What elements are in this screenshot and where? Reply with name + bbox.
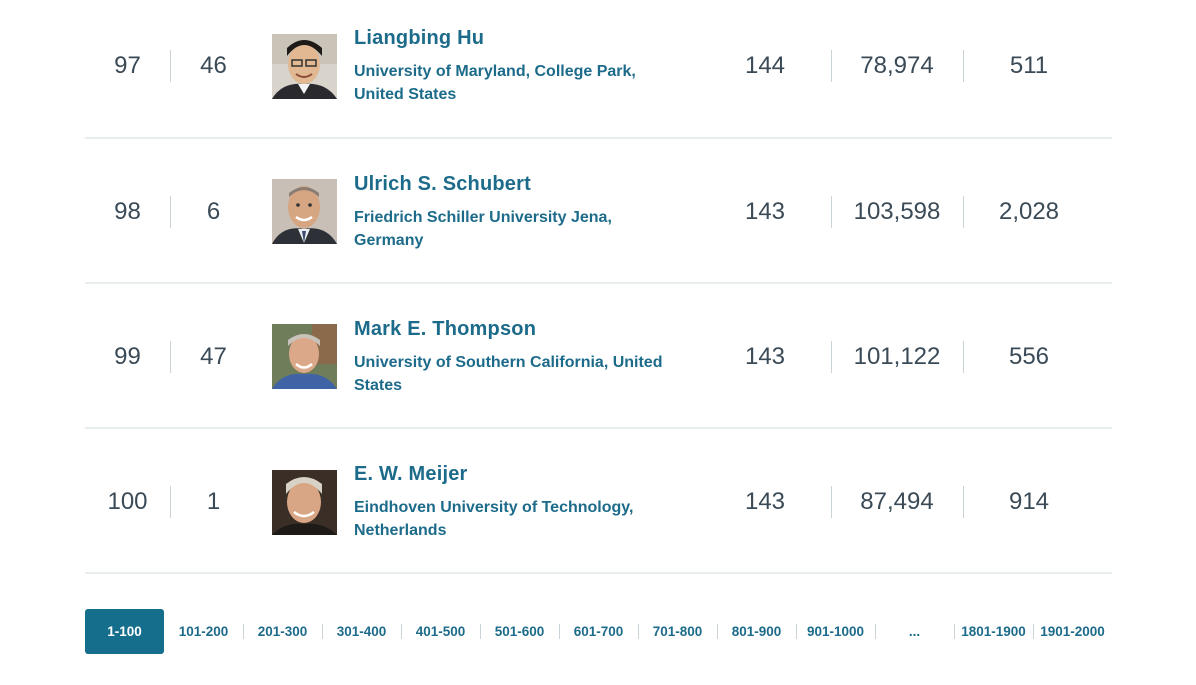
portrait-icon[interactable] bbox=[272, 34, 337, 99]
discipline-rank-cell: 46 bbox=[200, 52, 227, 79]
portrait-icon[interactable] bbox=[272, 179, 337, 244]
discipline-rank-cell: 47 bbox=[200, 343, 227, 370]
page-link-701-800[interactable]: 701-800 bbox=[638, 609, 717, 654]
affiliation-link[interactable]: Eindhoven University of Technology, Neth… bbox=[354, 499, 634, 539]
affiliation-link[interactable]: University of Maryland, College Park, Un… bbox=[354, 63, 636, 103]
page-link-1901-2000[interactable]: 1901-2000 bbox=[1033, 609, 1112, 654]
column-divider bbox=[170, 50, 171, 82]
portrait-icon[interactable] bbox=[272, 470, 337, 535]
rank-cell: 99 bbox=[114, 343, 141, 370]
discipline-rank-cell: 1 bbox=[206, 488, 221, 515]
table-row: 99 47 Mark E. Thompson University of Sou… bbox=[85, 284, 1112, 429]
table-row: 98 6 Ulrich S. Schubert Friedrich Schill… bbox=[85, 139, 1112, 284]
researcher-name-link[interactable]: Liangbing Hu bbox=[354, 27, 485, 49]
page-link-401-500[interactable]: 401-500 bbox=[401, 609, 480, 654]
page-link-601-700[interactable]: 601-700 bbox=[559, 609, 638, 654]
affiliation-link[interactable]: Friedrich Schiller University Jena, Germ… bbox=[354, 209, 612, 249]
h-index-cell: 144 bbox=[744, 52, 786, 79]
page-ellipsis: ... bbox=[875, 609, 954, 654]
rank-cell: 100 bbox=[107, 488, 148, 515]
citations-cell: 101,122 bbox=[853, 343, 941, 370]
affiliation-link[interactable]: University of Southern California, Unite… bbox=[354, 354, 663, 394]
publications-cell: 2,028 bbox=[998, 198, 1060, 225]
table-row: 100 1 E. W. Meijer Eindhoven University … bbox=[85, 429, 1112, 574]
column-divider bbox=[170, 341, 171, 373]
h-index-cell: 143 bbox=[744, 488, 786, 515]
citations-cell: 78,974 bbox=[860, 52, 934, 79]
page-link-1801-1900[interactable]: 1801-1900 bbox=[954, 609, 1033, 654]
publications-cell: 914 bbox=[1008, 488, 1050, 515]
page-link-201-300[interactable]: 201-300 bbox=[243, 609, 322, 654]
researcher-name-link[interactable]: E. W. Meijer bbox=[354, 463, 468, 485]
publications-cell: 511 bbox=[1009, 52, 1049, 79]
pagination: 1-100 101-200 201-300 301-400 401-500 50… bbox=[85, 609, 1112, 654]
column-divider bbox=[831, 196, 832, 228]
column-divider bbox=[963, 341, 964, 373]
column-divider bbox=[170, 196, 171, 228]
column-divider bbox=[831, 486, 832, 518]
citations-cell: 103,598 bbox=[853, 198, 941, 225]
page-link-501-600[interactable]: 501-600 bbox=[480, 609, 559, 654]
citations-cell: 87,494 bbox=[860, 488, 934, 515]
researcher-name-link[interactable]: Ulrich S. Schubert bbox=[354, 173, 531, 195]
page-link-101-200[interactable]: 101-200 bbox=[178, 624, 229, 639]
h-index-cell: 143 bbox=[744, 198, 786, 225]
column-divider bbox=[831, 341, 832, 373]
table-row: 97 46 Liangbing Hu University of Marylan… bbox=[85, 0, 1112, 139]
page-link-1-100[interactable]: 1-100 bbox=[85, 609, 164, 654]
researcher-name-link[interactable]: Mark E. Thompson bbox=[354, 318, 537, 340]
column-divider bbox=[963, 486, 964, 518]
portrait-icon[interactable] bbox=[272, 324, 337, 389]
page-link-901-1000[interactable]: 901-1000 bbox=[796, 609, 875, 654]
column-divider bbox=[963, 50, 964, 82]
column-divider bbox=[963, 196, 964, 228]
discipline-rank-cell: 6 bbox=[206, 198, 221, 225]
rank-cell: 97 bbox=[114, 52, 141, 79]
rankings-table: 97 46 Liangbing Hu University of Marylan… bbox=[85, 0, 1112, 574]
column-divider bbox=[831, 50, 832, 82]
page-link-801-900[interactable]: 801-900 bbox=[717, 609, 796, 654]
column-divider bbox=[170, 486, 171, 518]
publications-cell: 556 bbox=[1008, 343, 1050, 370]
rank-cell: 98 bbox=[114, 198, 141, 225]
h-index-cell: 143 bbox=[744, 343, 786, 370]
page-link-301-400[interactable]: 301-400 bbox=[322, 609, 401, 654]
